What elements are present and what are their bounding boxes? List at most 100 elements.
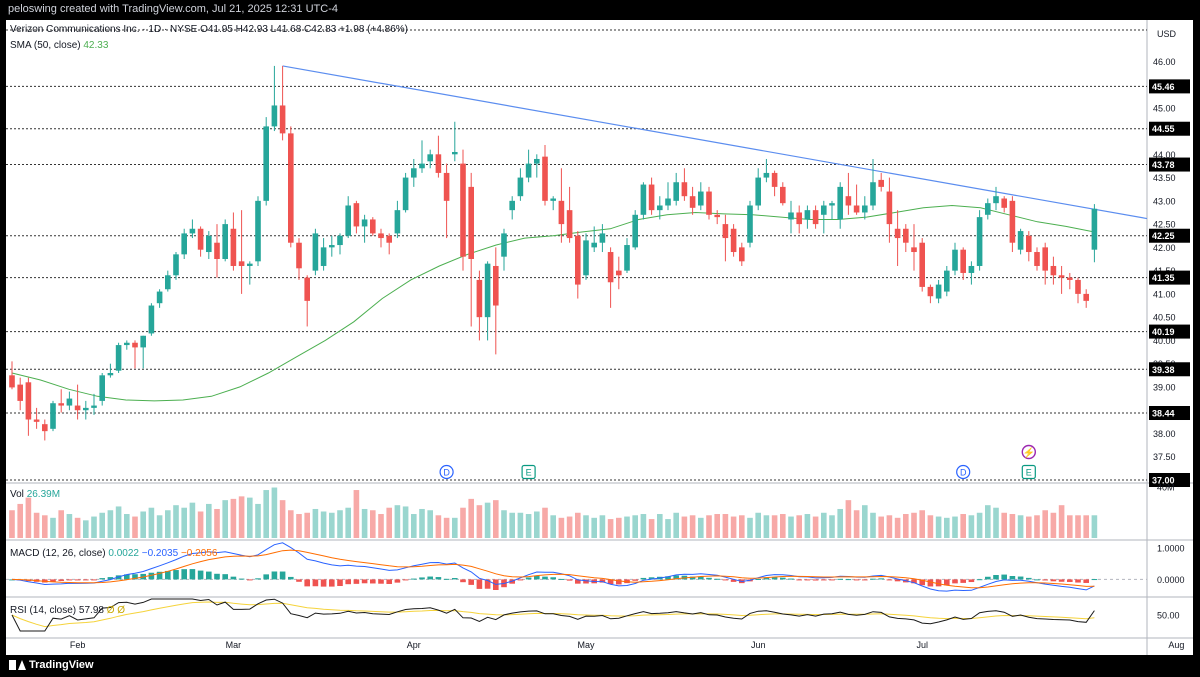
volume-bar <box>1091 515 1098 538</box>
candle-body <box>1050 265 1057 276</box>
candle-body <box>83 407 89 411</box>
candle-body <box>1083 293 1089 301</box>
candle-body <box>443 172 450 201</box>
candle-body <box>771 172 778 187</box>
price-tick-label: 43.00 <box>1153 196 1176 206</box>
candle-body <box>1091 208 1098 250</box>
macd-histogram-bar <box>911 579 917 584</box>
volume-bar <box>525 514 532 538</box>
volume-bar <box>337 510 343 538</box>
candle-body <box>739 247 745 262</box>
macd-histogram-bar <box>279 571 286 580</box>
footer-brand[interactable]: TradingView <box>9 657 94 673</box>
candle-body <box>607 252 614 283</box>
volume-bar <box>599 515 606 538</box>
legend-volume: Vol 26.39M <box>10 489 60 500</box>
macd-histogram-bar <box>452 578 458 580</box>
macd-histogram-bar <box>993 575 999 580</box>
candle-body <box>730 228 737 253</box>
candle-body <box>312 233 319 271</box>
macd-histogram-bar <box>427 576 433 580</box>
candle-body <box>124 342 130 346</box>
candle-body <box>509 200 515 211</box>
legend-title: Verizon Communications Inc. · 1D · NYSE … <box>10 24 408 35</box>
volume-bar <box>66 514 73 538</box>
macd-histogram-bar <box>894 579 901 582</box>
volume-bar <box>788 516 794 538</box>
volume-bar <box>361 508 368 538</box>
volume-bar <box>862 505 868 538</box>
candle-body <box>230 228 237 266</box>
volume-bar <box>345 507 351 538</box>
macd-histogram-bar <box>763 577 770 580</box>
volume-bar <box>681 516 688 538</box>
macd-histogram-bar <box>542 576 548 580</box>
candle-body <box>575 235 581 285</box>
candle-body <box>148 305 155 334</box>
macd-histogram-bar <box>673 575 679 580</box>
level-badge <box>1149 406 1190 421</box>
candle-body <box>247 263 253 266</box>
volume-bar <box>747 517 753 538</box>
price-tick-label: 44.00 <box>1153 150 1176 160</box>
dividend-event-icon <box>439 464 454 480</box>
volume-bar <box>140 511 146 538</box>
candle-body <box>1042 247 1048 271</box>
volume-bar <box>739 515 745 538</box>
candle-body <box>837 186 843 220</box>
volume-bar <box>698 517 704 538</box>
volume-bar <box>837 508 843 538</box>
macd-histogram-bar <box>337 579 343 587</box>
candle-body <box>525 163 532 178</box>
level-badge-label: 42.25 <box>1152 231 1175 241</box>
volume-bar <box>829 515 835 538</box>
volume-bar <box>714 514 720 538</box>
macd-histogram-bar <box>976 579 983 581</box>
earnings-event-icon <box>1021 464 1036 480</box>
volume-bar <box>222 500 228 538</box>
macd-histogram-bar <box>534 575 540 580</box>
candle-body <box>591 242 597 248</box>
volume-bar <box>419 508 425 538</box>
macd-histogram-bar <box>189 569 196 580</box>
macd-histogram-bar <box>730 579 737 582</box>
candle-body <box>91 405 97 408</box>
macd-histogram-bar <box>1067 579 1073 582</box>
candle-body <box>501 233 507 257</box>
macd-histogram-bar <box>722 579 729 581</box>
volume-bar <box>17 503 23 538</box>
volume-bar <box>976 512 983 538</box>
volume-bar <box>74 517 81 538</box>
candle-body <box>927 286 934 297</box>
macd-histogram-bar <box>698 576 704 580</box>
candle-body <box>706 191 712 215</box>
macd-histogram-bar <box>558 578 565 580</box>
macd-histogram-bar <box>1009 576 1016 580</box>
volume-bar <box>1009 514 1016 538</box>
macd-histogram-bar <box>985 576 991 580</box>
macd-histogram-bar <box>402 579 409 581</box>
price-tick-label: 42.50 <box>1153 220 1176 230</box>
candle-body <box>722 224 729 239</box>
volume-bar <box>42 515 48 538</box>
volume-bar <box>960 514 966 538</box>
volume-bar <box>435 515 442 538</box>
candle-body <box>976 217 983 266</box>
level-badge-label: 44.55 <box>1152 124 1175 134</box>
volume-bar <box>296 514 302 538</box>
attribution-text: peloswing created with TradingView.com, … <box>8 3 338 15</box>
month-tick-label: May <box>577 640 595 650</box>
candle-body <box>657 205 663 211</box>
candle-body <box>755 177 761 206</box>
candle-body <box>353 203 360 227</box>
macd-histogram-bar <box>804 579 811 581</box>
volume-bar <box>99 512 105 538</box>
level-badge <box>1149 157 1190 172</box>
event-label: D <box>960 468 967 478</box>
volume-bar <box>132 516 138 538</box>
candle-body <box>214 242 220 259</box>
macd-histogram-bar <box>411 578 417 580</box>
